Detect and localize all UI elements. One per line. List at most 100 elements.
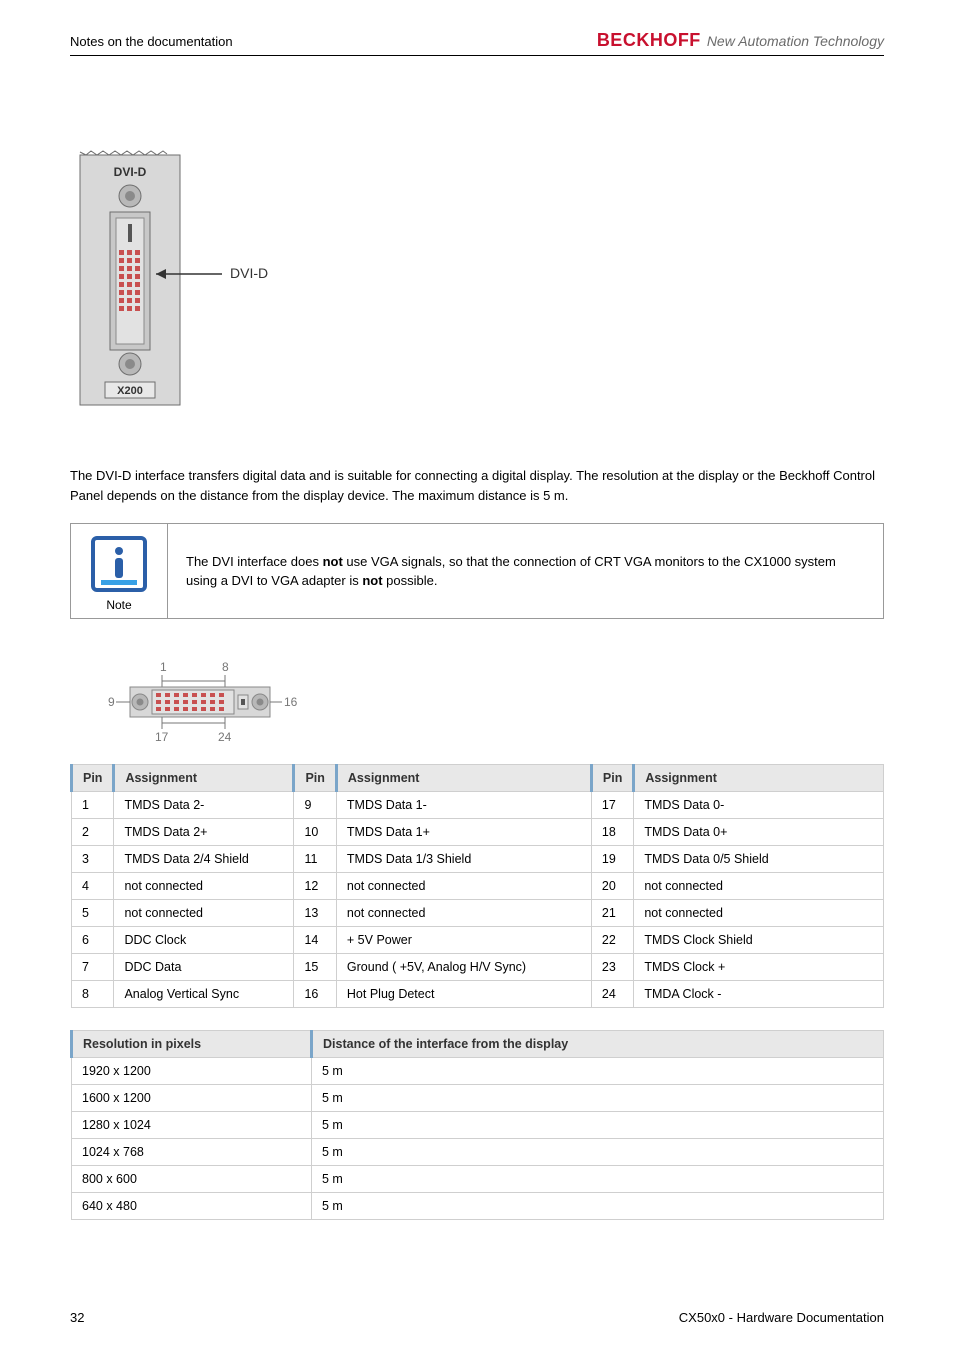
- info-icon: [91, 536, 147, 592]
- table-cell: DDC Data: [114, 954, 294, 981]
- table-cell: TMDA Clock -: [634, 981, 884, 1008]
- table-row: 1920 x 12005 m: [72, 1058, 884, 1085]
- table-cell: TMDS Clock Shield: [634, 927, 884, 954]
- table-header: Assignment: [336, 765, 591, 792]
- table-row: 1600 x 12005 m: [72, 1085, 884, 1112]
- table-cell: 1280 x 1024: [72, 1112, 312, 1139]
- table-header: Pin: [591, 765, 633, 792]
- table-cell: Analog Vertical Sync: [114, 981, 294, 1008]
- table-cell: TMDS Data 0/5 Shield: [634, 846, 884, 873]
- table-cell: 12: [294, 873, 336, 900]
- svg-text:24: 24: [218, 730, 232, 744]
- table-cell: 23: [591, 954, 633, 981]
- table-cell: 1600 x 1200: [72, 1085, 312, 1112]
- table-row: 1280 x 10245 m: [72, 1112, 884, 1139]
- table-header: Pin: [72, 765, 114, 792]
- table-cell: 19: [591, 846, 633, 873]
- page-footer: 32 CX50x0 - Hardware Documentation: [70, 1310, 884, 1325]
- table-cell: TMDS Data 1/3 Shield: [336, 846, 591, 873]
- brand-tagline: New Automation Technology: [707, 33, 884, 49]
- table-header: Assignment: [634, 765, 884, 792]
- note-pre: The DVI interface does: [186, 554, 323, 569]
- table-cell: 5 m: [312, 1139, 884, 1166]
- table-row: 4not connected12not connected20not conne…: [72, 873, 884, 900]
- table-cell: 16: [294, 981, 336, 1008]
- table-cell: TMDS Data 2+: [114, 819, 294, 846]
- table-header: Distance of the interface from the displ…: [312, 1031, 884, 1058]
- note-post: possible.: [383, 573, 438, 588]
- table-cell: 7: [72, 954, 114, 981]
- table-row: 3TMDS Data 2/4 Shield11TMDS Data 1/3 Shi…: [72, 846, 884, 873]
- table-row: 800 x 6005 m: [72, 1166, 884, 1193]
- table-cell: 17: [591, 792, 633, 819]
- table-cell: not connected: [634, 900, 884, 927]
- svg-text:9: 9: [108, 695, 115, 709]
- svg-text:17: 17: [155, 730, 169, 744]
- table-cell: 8: [72, 981, 114, 1008]
- table-row: 2TMDS Data 2+10TMDS Data 1+18TMDS Data 0…: [72, 819, 884, 846]
- table-cell: 1920 x 1200: [72, 1058, 312, 1085]
- table-cell: 11: [294, 846, 336, 873]
- table-cell: TMDS Clock +: [634, 954, 884, 981]
- table-cell: not connected: [336, 900, 591, 927]
- module-top-label: DVI-D: [114, 165, 147, 179]
- table-cell: 4: [72, 873, 114, 900]
- table-cell: TMDS Data 0-: [634, 792, 884, 819]
- resolution-distance-table: Resolution in pixelsDistance of the inte…: [70, 1030, 884, 1220]
- table-header: Pin: [294, 765, 336, 792]
- table-cell: not connected: [336, 873, 591, 900]
- table-cell: DDC Clock: [114, 927, 294, 954]
- table-header: Assignment: [114, 765, 294, 792]
- note-text: The DVI interface does not use VGA signa…: [168, 524, 883, 618]
- svg-text:16: 16: [284, 695, 298, 709]
- table-cell: 24: [591, 981, 633, 1008]
- table-cell: 5 m: [312, 1085, 884, 1112]
- table-cell: 21: [591, 900, 633, 927]
- table-cell: 1: [72, 792, 114, 819]
- note-em1: not: [323, 554, 343, 569]
- table-cell: 6: [72, 927, 114, 954]
- body-paragraph: The DVI-D interface transfers digital da…: [70, 466, 884, 505]
- table-cell: 5 m: [312, 1166, 884, 1193]
- device-module-figure: DVI-D X200 DVI-D: [70, 146, 884, 411]
- table-cell: TMDS Data 1-: [336, 792, 591, 819]
- table-cell: 3: [72, 846, 114, 873]
- page-number: 32: [70, 1310, 84, 1325]
- table-cell: 5 m: [312, 1112, 884, 1139]
- table-cell: not connected: [114, 900, 294, 927]
- table-row: 6DDC Clock14+ 5V Power22TMDS Clock Shiel…: [72, 927, 884, 954]
- table-cell: TMDS Data 1+: [336, 819, 591, 846]
- svg-text:8: 8: [222, 660, 229, 674]
- table-cell: not connected: [114, 873, 294, 900]
- header-brand-block: BECKHOFF New Automation Technology: [597, 30, 884, 51]
- pin-assignment-table: PinAssignmentPinAssignmentPinAssignment …: [70, 764, 884, 1008]
- table-cell: Hot Plug Detect: [336, 981, 591, 1008]
- table-cell: 5: [72, 900, 114, 927]
- doc-title: CX50x0 - Hardware Documentation: [679, 1310, 884, 1325]
- note-em2: not: [362, 573, 382, 588]
- table-cell: 1024 x 768: [72, 1139, 312, 1166]
- table-cell: 10: [294, 819, 336, 846]
- header-section-title: Notes on the documentation: [70, 34, 233, 49]
- connector-pinout-figure: 1 8 9 16: [100, 659, 884, 752]
- table-cell: 2: [72, 819, 114, 846]
- table-cell: 5 m: [312, 1193, 884, 1220]
- note-callout: Note The DVI interface does not use VGA …: [70, 523, 884, 619]
- note-icon-cell: Note: [71, 524, 168, 618]
- table-cell: 22: [591, 927, 633, 954]
- table-cell: 640 x 480: [72, 1193, 312, 1220]
- module-bottom-label: X200: [117, 385, 143, 397]
- table-cell: 18: [591, 819, 633, 846]
- table-cell: TMDS Data 2/4 Shield: [114, 846, 294, 873]
- table-cell: 800 x 600: [72, 1166, 312, 1193]
- table-cell: TMDS Data 0+: [634, 819, 884, 846]
- callout-label: DVI-D: [230, 265, 268, 281]
- table-cell: 5 m: [312, 1058, 884, 1085]
- table-row: 5not connected13not connected21not conne…: [72, 900, 884, 927]
- table-cell: 9: [294, 792, 336, 819]
- table-row: 640 x 4805 m: [72, 1193, 884, 1220]
- table-header: Resolution in pixels: [72, 1031, 312, 1058]
- table-row: 7DDC Data15Ground ( +5V, Analog H/V Sync…: [72, 954, 884, 981]
- table-row: 1TMDS Data 2-9TMDS Data 1-17TMDS Data 0-: [72, 792, 884, 819]
- table-cell: 15: [294, 954, 336, 981]
